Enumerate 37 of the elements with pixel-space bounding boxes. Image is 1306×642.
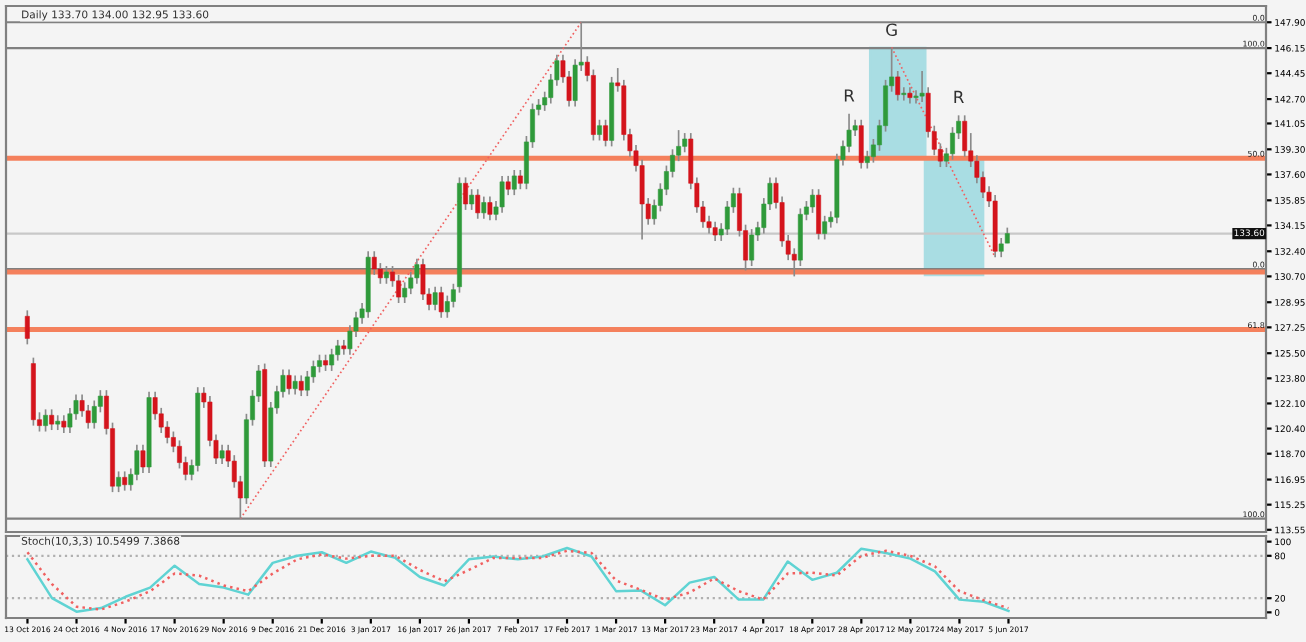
candlestick [43, 408, 48, 433]
candlestick [469, 188, 475, 211]
candlestick [438, 285, 444, 319]
candlestick [919, 70, 925, 103]
candlestick [712, 220, 718, 242]
candlestick [329, 347, 335, 372]
annotation: R [844, 89, 855, 102]
candlestick [505, 175, 511, 196]
candlestick [487, 195, 493, 222]
candlestick [597, 118, 602, 142]
candlestick [682, 132, 688, 154]
candlestick [219, 443, 225, 465]
candlestick [511, 169, 517, 196]
candlestick [822, 214, 828, 241]
candlestick [140, 443, 146, 474]
candlestick [998, 237, 1004, 259]
candlestick [286, 368, 292, 396]
candlestick [116, 470, 122, 493]
candlestick [396, 274, 402, 304]
annotation: G [886, 23, 897, 37]
candlestick [901, 86, 907, 102]
candlestick [603, 118, 608, 148]
candlestick [517, 169, 523, 191]
candlestick [481, 195, 487, 220]
annotation: R [954, 90, 964, 104]
candlestick [463, 176, 468, 211]
candlestick [810, 188, 815, 214]
candlestick [475, 188, 481, 220]
candlestick [292, 374, 298, 396]
candlestick [298, 374, 304, 397]
candlestick [122, 470, 128, 492]
candlestick [858, 118, 864, 170]
candlestick [24, 309, 30, 346]
candlestick [49, 408, 55, 431]
candlestick [499, 175, 505, 214]
candlestick [432, 285, 438, 312]
candlestick [816, 188, 822, 241]
